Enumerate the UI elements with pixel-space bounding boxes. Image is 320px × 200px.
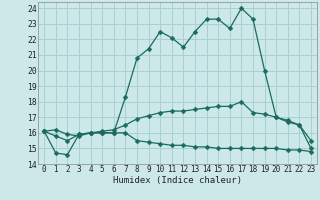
X-axis label: Humidex (Indice chaleur): Humidex (Indice chaleur) bbox=[113, 176, 242, 185]
